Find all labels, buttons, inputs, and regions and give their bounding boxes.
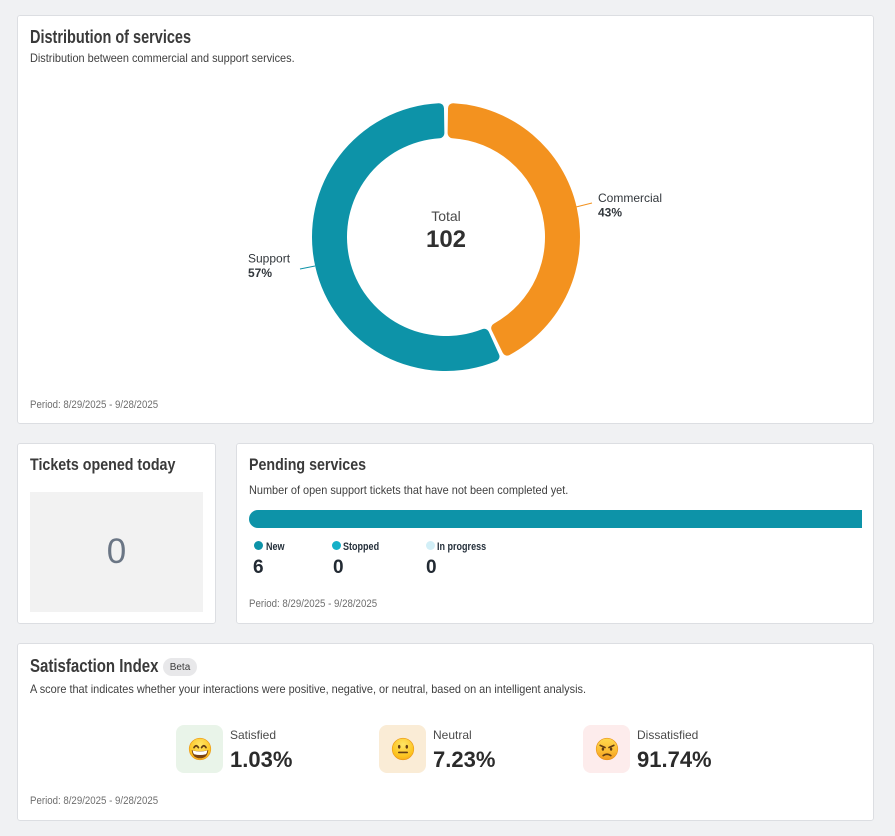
svg-text:57%: 57% bbox=[248, 266, 272, 280]
svg-text:Support: Support bbox=[248, 252, 291, 266]
svg-text:Total: Total bbox=[431, 208, 461, 224]
svg-text:Commercial: Commercial bbox=[598, 191, 662, 205]
svg-text:43%: 43% bbox=[598, 206, 622, 220]
svg-text:102: 102 bbox=[426, 226, 466, 253]
